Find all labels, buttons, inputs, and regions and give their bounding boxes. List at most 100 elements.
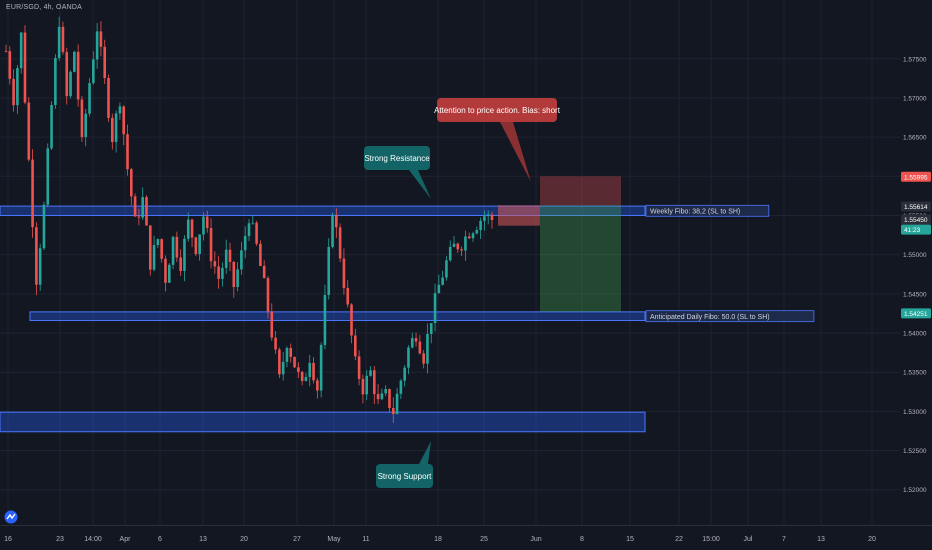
candle-body: [395, 393, 399, 415]
time-tick-label: 25: [480, 536, 488, 543]
price-tick-label: 1.53000: [903, 409, 927, 416]
candle-body: [167, 264, 171, 283]
stop-loss-box[interactable]: [540, 176, 621, 206]
price-badge: [901, 171, 931, 182]
price-tick-label: 1.55000: [903, 252, 927, 259]
candle-body: [293, 356, 296, 368]
candle-body: [429, 323, 433, 335]
candle-body: [152, 245, 156, 270]
candle-body: [137, 216, 141, 218]
price-axis[interactable]: 1.52000 1.52500 1.53000 1.53500 1.54000 1.545…: [900, 0, 932, 550]
candle-body: [88, 83, 91, 114]
candle-body: [179, 257, 182, 271]
time-tick-label: 6: [158, 536, 162, 543]
time-tick-label: 20: [868, 536, 876, 543]
candle-body: [103, 46, 107, 79]
zone-label-box: [645, 310, 815, 323]
candle-body: [300, 371, 304, 381]
candle-body: [259, 243, 262, 266]
candle-body: [92, 59, 95, 84]
price-axis-background: [900, 0, 932, 550]
callout-strong-resistance: Strong Resistance: [364, 146, 431, 199]
time-tick-label: 15:00: [702, 536, 720, 543]
price-badge-text: 1.55614: [904, 204, 928, 211]
candle-body: [262, 265, 266, 279]
candle-body: [164, 258, 167, 283]
candle-body: [335, 214, 338, 228]
candle-body: [312, 362, 315, 381]
callout-box: [376, 464, 433, 488]
candle-body: [217, 266, 220, 279]
candle-body: [464, 236, 467, 251]
time-tick-label: 8: [580, 536, 584, 543]
callout-box: [437, 98, 557, 122]
candle-body: [243, 236, 247, 251]
price-tick-label: 1.57000: [903, 95, 927, 102]
candle-body: [403, 367, 406, 381]
candle-body: [460, 249, 463, 251]
time-tick-label: 13: [199, 536, 207, 543]
price-badge: [901, 214, 931, 225]
time-tick-label: 27: [293, 536, 301, 543]
callout-box: [364, 146, 430, 170]
time-tick-label: 16: [4, 536, 12, 543]
candle-body: [251, 222, 255, 224]
candle-body: [228, 249, 232, 262]
daily-fibo-zone: [29, 311, 646, 321]
candle-body: [391, 407, 395, 415]
candle-series: [4, 16, 494, 423]
candle-body: [270, 311, 274, 338]
price-badge-text: 1.55995: [904, 174, 928, 181]
candle-body: [426, 334, 429, 364]
candle-body: [61, 26, 65, 53]
candle-body: [31, 159, 34, 228]
candle-body: [114, 113, 118, 143]
candle-body: [281, 361, 285, 375]
price-badge: [901, 201, 931, 212]
tradingview-logo-icon: [4, 510, 18, 524]
candle-body: [186, 219, 190, 239]
time-tick-label: 14:00: [84, 536, 102, 543]
time-tick-label: 13: [817, 536, 825, 543]
zone-label-text: Weekly Fibo: 38,2 (SL to SH): [650, 208, 740, 215]
candle-body: [285, 348, 289, 362]
candle-body: [452, 243, 456, 247]
candle-body: [160, 239, 163, 259]
trade-setup[interactable]: [498, 176, 621, 312]
candle-body: [410, 338, 414, 348]
candle-body: [194, 237, 198, 255]
candle-body: [338, 227, 342, 259]
candle-body: [422, 353, 425, 364]
time-axis[interactable]: 16 23 14:00 Apr 6 13 20 27 May 11 18 25 Jun 8 15 22 15:0…: [0, 525, 932, 544]
candle-body: [224, 249, 228, 268]
candle-body: [8, 51, 12, 79]
candle-body: [38, 248, 42, 285]
callouts: Attention to price action. Bias: short St…: [364, 98, 561, 488]
candle-body: [221, 267, 224, 279]
candle-body: [380, 393, 384, 400]
candle-body: [107, 78, 110, 118]
callout-pointer: [409, 170, 431, 199]
candle-body: [84, 113, 88, 138]
time-tick-label: Apr: [120, 536, 132, 543]
candle-body: [297, 367, 300, 372]
candle-body: [414, 338, 418, 342]
candle-body: [213, 261, 217, 267]
candle-body: [255, 222, 258, 244]
candle-body: [304, 376, 308, 381]
candle-body: [350, 304, 353, 336]
candle-body: [479, 220, 482, 230]
take-profit-box[interactable]: [540, 205, 621, 312]
weekly-fibo-zone: [0, 205, 646, 216]
candle-body: [35, 227, 38, 285]
candle-body: [12, 78, 15, 106]
candle-body: [384, 389, 387, 394]
time-tick-label: 15: [626, 536, 634, 543]
entry-zone-box[interactable]: [498, 205, 540, 226]
grid-lines: [0, 0, 900, 525]
candle-body: [80, 99, 84, 138]
candle-body: [327, 246, 331, 296]
candle-body: [369, 370, 372, 376]
candle-body: [471, 233, 475, 239]
